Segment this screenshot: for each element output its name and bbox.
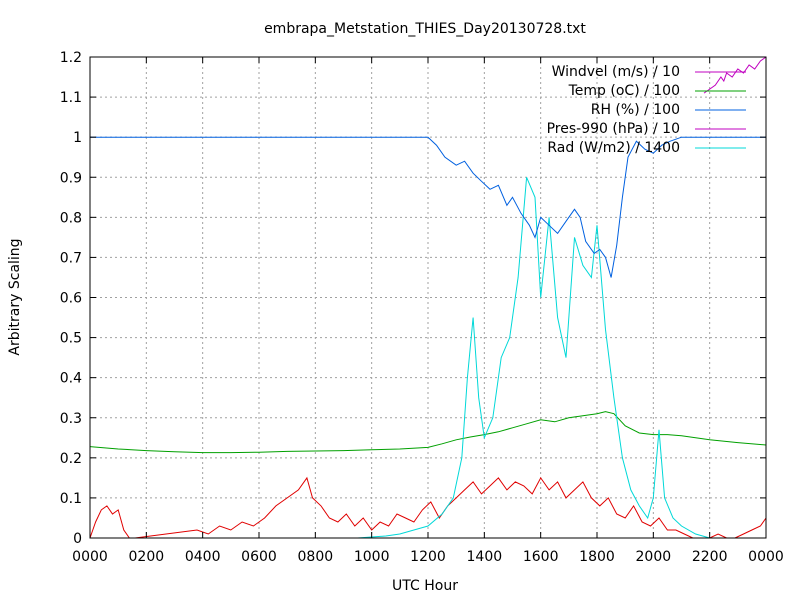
x-tick-label: 0800 bbox=[298, 549, 334, 565]
y-tick-label: 0.2 bbox=[60, 451, 82, 467]
legend: Windvel (m/s) / 10 Temp (oC) / 100 RH (%) … bbox=[547, 64, 746, 156]
y-tick-label: 1.2 bbox=[60, 50, 82, 66]
y-tick-label: 0.9 bbox=[60, 170, 82, 186]
legend-label: Temp (oC) / 100 bbox=[568, 83, 680, 99]
chart-title: embrapa_Metstation_THIES_Day20130728.txt bbox=[264, 21, 586, 37]
series-line-1 bbox=[89, 411, 767, 454]
x-tick-label: 0000 bbox=[748, 549, 784, 565]
y-tick-label: 1.1 bbox=[60, 90, 82, 106]
y-tick-label: 0.8 bbox=[60, 210, 82, 226]
x-tick-label: 1400 bbox=[467, 549, 503, 565]
x-tick-label: 0600 bbox=[241, 549, 277, 565]
y-tick-label: 0.5 bbox=[60, 331, 82, 347]
x-tick-label: 2000 bbox=[636, 549, 672, 565]
y-tick-label: 0.6 bbox=[60, 291, 82, 307]
series-line-5 bbox=[89, 476, 767, 539]
legend-label: Rad (W/m2) / 1400 bbox=[547, 140, 680, 156]
series-layer bbox=[89, 56, 767, 539]
series-line-4 bbox=[90, 177, 766, 539]
series-line-2 bbox=[90, 136, 766, 278]
y-tick-label: 1 bbox=[73, 130, 82, 146]
axis-ticks: 0000 0200 0400 0600 0800 1000 1200 1400 1600 1800… bbox=[60, 50, 784, 565]
y-tick-label: 0.1 bbox=[60, 491, 82, 507]
legend-label: RH (%) / 100 bbox=[591, 102, 680, 118]
x-tick-label: 0000 bbox=[72, 549, 108, 565]
x-tick-label: 1200 bbox=[410, 549, 446, 565]
x-tick-label: 2200 bbox=[692, 549, 728, 565]
y-axis-label: Arbitrary Scaling bbox=[7, 238, 23, 355]
x-tick-label: 0200 bbox=[129, 549, 165, 565]
x-tick-label: 1000 bbox=[354, 549, 390, 565]
y-tick-label: 0.7 bbox=[60, 250, 82, 266]
legend-label: Windvel (m/s) / 10 bbox=[552, 64, 680, 80]
legend-label: Pres-990 (hPa) / 10 bbox=[547, 121, 680, 137]
x-tick-label: 1600 bbox=[523, 549, 559, 565]
y-tick-label: 0.3 bbox=[60, 411, 82, 427]
x-axis-label: UTC Hour bbox=[392, 578, 458, 594]
x-tick-label: 1800 bbox=[579, 549, 615, 565]
y-tick-label: 0 bbox=[73, 531, 82, 547]
x-tick-label: 0400 bbox=[185, 549, 221, 565]
y-tick-label: 0.4 bbox=[60, 371, 82, 387]
series-line-0 bbox=[703, 56, 767, 94]
